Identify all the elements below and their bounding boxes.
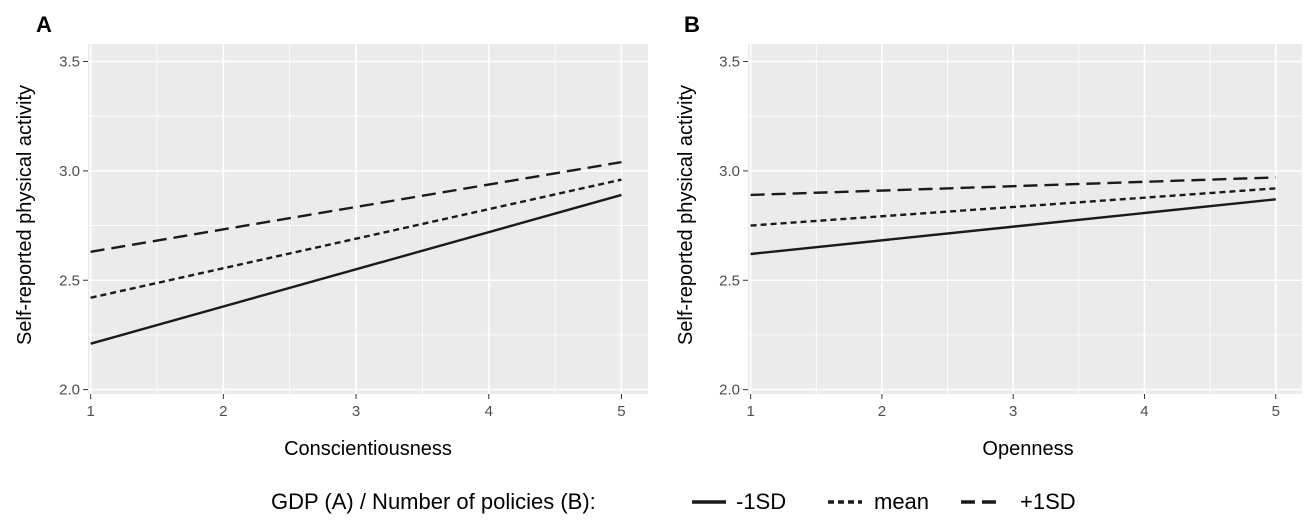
panel-b-background: [748, 44, 1302, 394]
panel-b-x-tick-label: 5: [1272, 403, 1280, 420]
legend-label-minus-1sd: -1SD: [736, 489, 786, 514]
panel-a-y-tick-label: 3.5: [59, 54, 80, 71]
legend-label-plus-1sd: +1SD: [1020, 489, 1076, 514]
legend-title: GDP (A) / Number of policies (B):: [271, 489, 596, 514]
panel-a-series-line-minus-1sd: [90, 193, 622, 345]
panel-b-x-axis-title: Openness: [982, 438, 1073, 460]
legend-entry-plus-1sd: +1SD: [961, 489, 1076, 514]
panel-a-series-line-plus-1sd: [90, 160, 622, 253]
panel-a-x-tick-label: 3: [352, 403, 360, 420]
panel-b-x-tick-label: 1: [746, 403, 754, 420]
panel-a-series-line-mean: [90, 178, 622, 299]
panel-b-plot: 1 2 3 4 5 2.0 2.5 3.0 3.5: [719, 44, 1302, 420]
panel-b-x-tick-label: 2: [878, 403, 886, 420]
panel-a-y-tick-label: 2.0: [59, 382, 80, 399]
panel-a-x-tick-label: 4: [485, 403, 493, 420]
panel-b: B Self-reported physical activity Openne…: [675, 12, 1302, 460]
legend-label-mean: mean: [874, 489, 929, 514]
panel-a-x-tick-label: 5: [617, 403, 625, 420]
panel-b-y-axis-title: Self-reported physical activity: [675, 85, 697, 345]
panel-a: A Self-reported physical activity Consci…: [14, 12, 648, 460]
panel-b-series-line-minus-1sd: [750, 198, 1276, 256]
panel-a-y-tick-label: 2.5: [59, 272, 80, 289]
panel-a-y-axis-title: Self-reported physical activity: [14, 85, 36, 345]
panel-b-y-tick-label: 3.5: [719, 54, 740, 71]
panel-b-series-line-mean: [750, 187, 1276, 227]
panel-a-background: [88, 44, 648, 394]
panel-b-y-tick-label: 2.5: [719, 272, 740, 289]
panel-b-letter: B: [684, 12, 700, 37]
panel-b-series-line-plus-1sd: [750, 176, 1276, 197]
panel-a-y-tick-label: 3.0: [59, 163, 80, 180]
panel-b-x-tick-label: 3: [1009, 403, 1017, 420]
legend-entry-minus-1sd: -1SD: [692, 489, 786, 514]
panel-a-x-tick-label: 1: [86, 403, 94, 420]
legend: GDP (A) / Number of policies (B): -1SD m…: [271, 489, 1076, 514]
panel-a-x-tick-label: 2: [219, 403, 227, 420]
panel-b-x-tick-label: 4: [1140, 403, 1148, 420]
panel-b-y-tick-label: 3.0: [719, 163, 740, 180]
legend-entry-mean: mean: [828, 489, 929, 514]
panel-a-x-axis-title: Conscientiousness: [284, 438, 452, 460]
panel-a-letter: A: [36, 12, 52, 37]
panel-a-plot: 1 2 3 4 5 2.0 2.5 3.0 3.5: [59, 44, 648, 420]
panel-b-y-tick-label: 2.0: [719, 382, 740, 399]
